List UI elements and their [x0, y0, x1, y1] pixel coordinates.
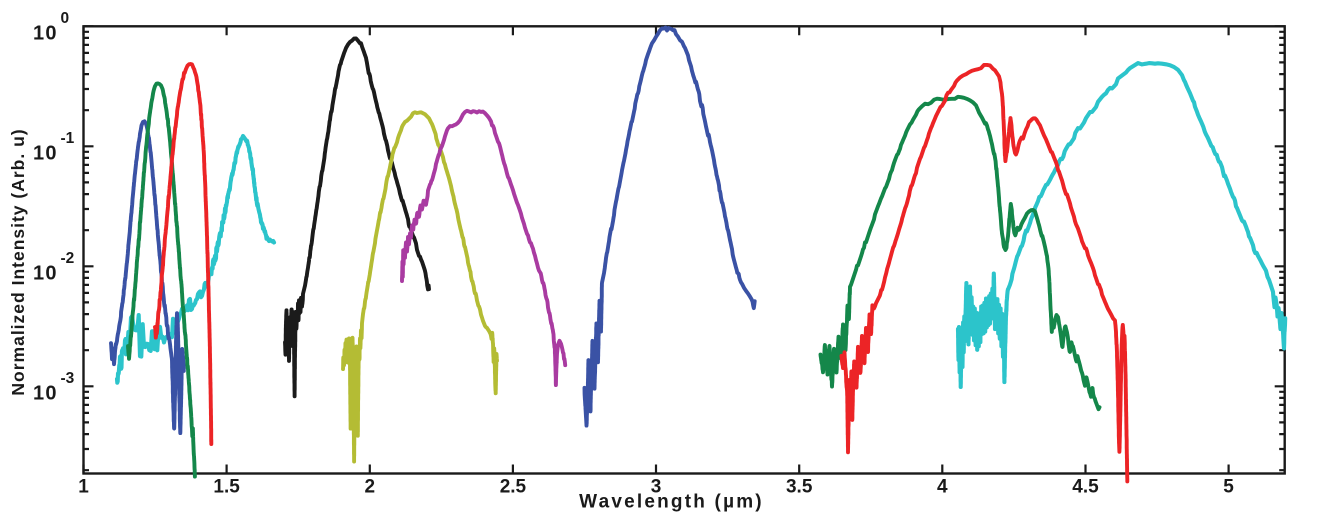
svg-text:2: 2 — [365, 477, 376, 498]
svg-text:1: 1 — [78, 477, 89, 498]
svg-text:0: 0 — [61, 10, 70, 27]
svg-text:10: 10 — [33, 143, 58, 165]
svg-text:4: 4 — [937, 477, 948, 498]
svg-text:2.5: 2.5 — [500, 477, 527, 498]
svg-text:Normalized Intensity (Arb. u): Normalized Intensity (Arb. u) — [8, 128, 28, 395]
svg-text:3: 3 — [651, 477, 662, 498]
svg-text:5: 5 — [1223, 477, 1234, 498]
svg-text:10: 10 — [33, 263, 58, 285]
svg-text:-1: -1 — [61, 130, 75, 147]
svg-text:Wavelength (µm): Wavelength (µm) — [579, 492, 764, 513]
svg-text:1.5: 1.5 — [213, 477, 240, 498]
svg-text:4.5: 4.5 — [1072, 477, 1099, 498]
svg-text:10: 10 — [33, 23, 58, 45]
svg-text:-2: -2 — [61, 250, 75, 267]
svg-text:10: 10 — [33, 383, 58, 405]
svg-text:3.5: 3.5 — [786, 477, 813, 498]
svg-text:-3: -3 — [61, 370, 75, 387]
